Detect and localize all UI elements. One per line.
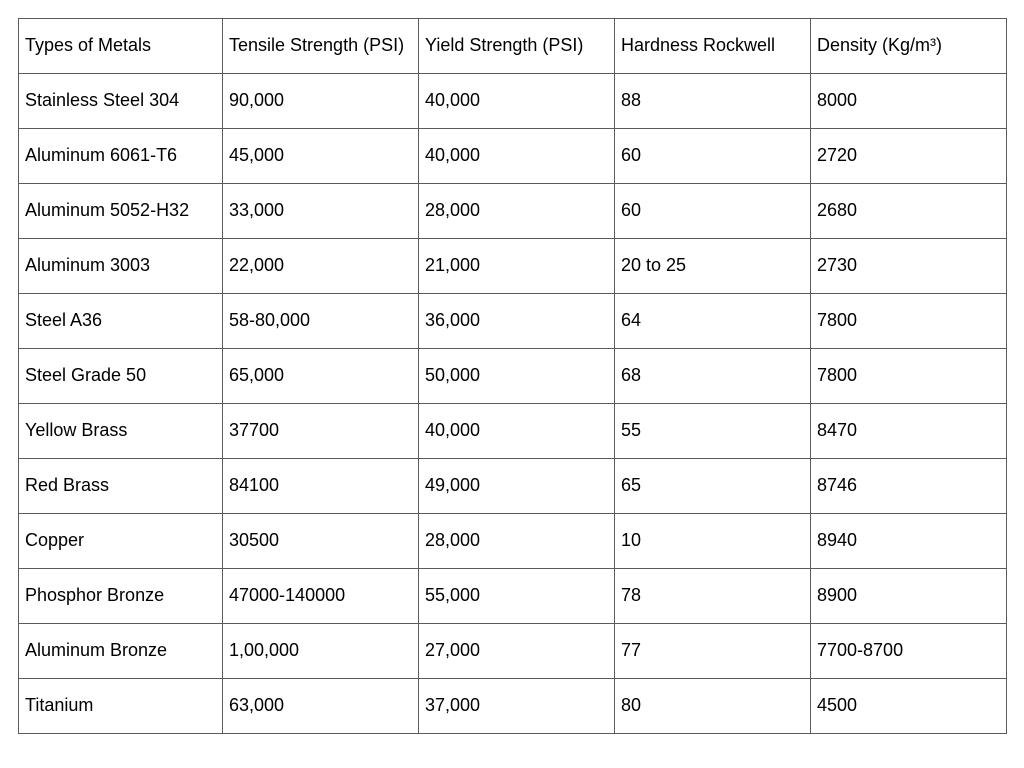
table-cell: 30500 [223, 514, 419, 569]
table-cell: Aluminum 3003 [19, 239, 223, 294]
table-row: Phosphor Bronze47000-14000055,000788900 [19, 569, 1007, 624]
table-cell: Steel A36 [19, 294, 223, 349]
table-cell: 40,000 [419, 404, 615, 459]
table-cell: 7700-8700 [811, 624, 1007, 679]
table-cell: 65 [615, 459, 811, 514]
table-cell: 88 [615, 74, 811, 129]
table-cell: 28,000 [419, 184, 615, 239]
table-row: Aluminum 300322,00021,00020 to 252730 [19, 239, 1007, 294]
table-cell: 68 [615, 349, 811, 404]
table-cell: 60 [615, 184, 811, 239]
table-cell: 8900 [811, 569, 1007, 624]
table-row: Aluminum 5052-H3233,00028,000602680 [19, 184, 1007, 239]
col-header-hardness: Hardness Rockwell [615, 19, 811, 74]
table-header-row: Types of Metals Tensile Strength (PSI) Y… [19, 19, 1007, 74]
table-cell: 45,000 [223, 129, 419, 184]
table-cell: 21,000 [419, 239, 615, 294]
table-cell: 64 [615, 294, 811, 349]
table-row: Titanium63,00037,000804500 [19, 679, 1007, 734]
table-cell: 4500 [811, 679, 1007, 734]
col-header-tensile: Tensile Strength (PSI) [223, 19, 419, 74]
table-cell: Yellow Brass [19, 404, 223, 459]
col-header-metal: Types of Metals [19, 19, 223, 74]
table-cell: 80 [615, 679, 811, 734]
table-row: Red Brass8410049,000658746 [19, 459, 1007, 514]
table-cell: Aluminum 5052-H32 [19, 184, 223, 239]
table-cell: 1,00,000 [223, 624, 419, 679]
table-cell: Copper [19, 514, 223, 569]
table-cell: 55 [615, 404, 811, 459]
table-cell: 8470 [811, 404, 1007, 459]
table-cell: 84100 [223, 459, 419, 514]
table-row: Aluminum 6061-T645,00040,000602720 [19, 129, 1007, 184]
col-header-density: Density (Kg/m³) [811, 19, 1007, 74]
table-cell: 37700 [223, 404, 419, 459]
table-cell: Aluminum Bronze [19, 624, 223, 679]
col-header-yield: Yield Strength (PSI) [419, 19, 615, 74]
table-cell: 2720 [811, 129, 1007, 184]
metals-table: Types of Metals Tensile Strength (PSI) Y… [18, 18, 1007, 734]
table-cell: 2680 [811, 184, 1007, 239]
table-cell: 78 [615, 569, 811, 624]
table-cell: 10 [615, 514, 811, 569]
table-row: Steel A3658-80,00036,000 647800 [19, 294, 1007, 349]
table-cell: 50,000 [419, 349, 615, 404]
table-row: Copper3050028,000108940 [19, 514, 1007, 569]
table-cell: Red Brass [19, 459, 223, 514]
table-cell: 2730 [811, 239, 1007, 294]
table-header: Types of Metals Tensile Strength (PSI) Y… [19, 19, 1007, 74]
table-cell: 40,000 [419, 74, 615, 129]
table-cell: 63,000 [223, 679, 419, 734]
table-cell: 22,000 [223, 239, 419, 294]
table-cell: Phosphor Bronze [19, 569, 223, 624]
table-cell: Steel Grade 50 [19, 349, 223, 404]
table-cell: 49,000 [419, 459, 615, 514]
page: Types of Metals Tensile Strength (PSI) Y… [0, 0, 1024, 752]
table-body: Stainless Steel 30490,00040,000888000Alu… [19, 74, 1007, 734]
table-cell: 37,000 [419, 679, 615, 734]
table-row: Aluminum Bronze1,00,00027,000777700-8700 [19, 624, 1007, 679]
table-cell: 20 to 25 [615, 239, 811, 294]
table-cell: 8940 [811, 514, 1007, 569]
table-cell: 58-80,000 [223, 294, 419, 349]
table-cell: Aluminum 6061-T6 [19, 129, 223, 184]
table-cell: 47000-140000 [223, 569, 419, 624]
table-cell: 65,000 [223, 349, 419, 404]
table-cell: Titanium [19, 679, 223, 734]
table-row: Steel Grade 5065,00050,000 687800 [19, 349, 1007, 404]
table-cell: 40,000 [419, 129, 615, 184]
table-row: Yellow Brass3770040,000558470 [19, 404, 1007, 459]
table-cell: 90,000 [223, 74, 419, 129]
table-cell: 36,000 [419, 294, 615, 349]
table-cell: 8746 [811, 459, 1007, 514]
table-cell: 7800 [811, 294, 1007, 349]
table-cell: 33,000 [223, 184, 419, 239]
table-cell: 77 [615, 624, 811, 679]
table-cell: 28,000 [419, 514, 615, 569]
table-cell: 7800 [811, 349, 1007, 404]
table-cell: 60 [615, 129, 811, 184]
table-cell: 27,000 [419, 624, 615, 679]
table-row: Stainless Steel 30490,00040,000888000 [19, 74, 1007, 129]
table-cell: 55,000 [419, 569, 615, 624]
table-cell: Stainless Steel 304 [19, 74, 223, 129]
table-cell: 8000 [811, 74, 1007, 129]
